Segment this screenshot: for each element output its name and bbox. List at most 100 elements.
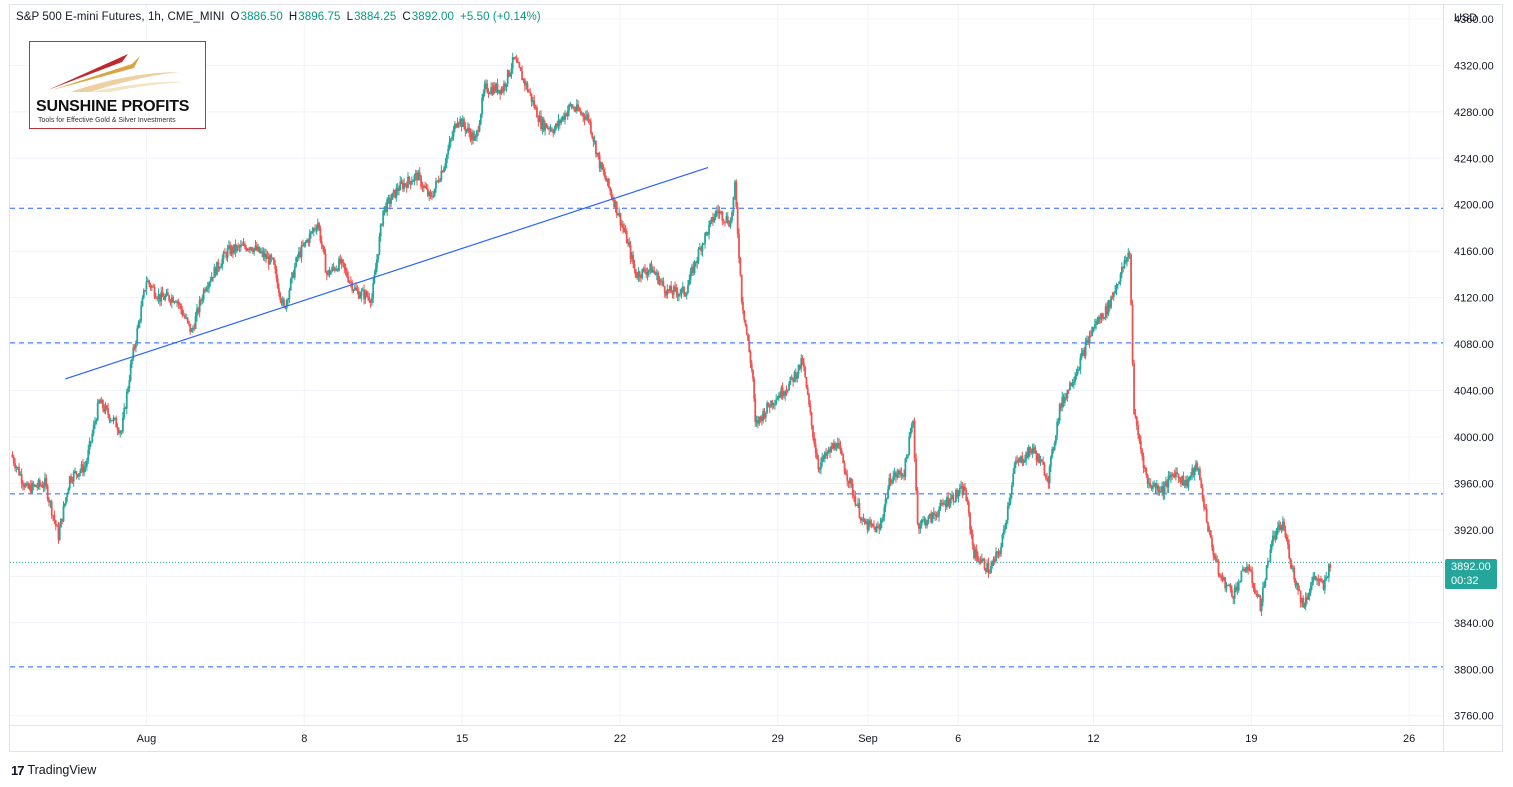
candle-body [32, 483, 35, 486]
candle-body [217, 261, 220, 269]
candle-body [413, 175, 416, 181]
candle-body [818, 468, 821, 470]
candle-body [1063, 397, 1066, 403]
candle-body [1086, 339, 1088, 343]
candle-body [654, 272, 657, 275]
candle-body [404, 183, 407, 185]
candle-body [398, 190, 400, 192]
candle-body [825, 452, 828, 456]
candle-body [310, 231, 312, 234]
candle-body [748, 340, 751, 352]
candle-body [187, 321, 190, 324]
candle-body [170, 297, 173, 303]
candle-body [596, 152, 599, 155]
candle-body [685, 292, 688, 296]
candle-body [614, 201, 617, 208]
candle-body [384, 206, 387, 212]
candle-body [65, 497, 67, 504]
candle-body [1245, 566, 1248, 572]
candle-body [1265, 565, 1268, 581]
tradingview-label: TradingView [27, 763, 97, 777]
candle-body [296, 256, 299, 258]
candle-body [361, 289, 364, 292]
candle-body [651, 270, 654, 273]
candle-body [1133, 363, 1135, 415]
candle-body [278, 288, 280, 293]
candle-body [597, 152, 600, 156]
candle-body [530, 93, 533, 102]
y-tick-label: 3960.00 [1454, 478, 1494, 490]
candle-body [20, 474, 23, 483]
candle-body [308, 233, 311, 243]
candle-body [816, 453, 818, 460]
candle-body [323, 247, 326, 254]
candle-body [339, 258, 342, 264]
trendline[interactable] [65, 167, 709, 380]
candle-body [892, 476, 895, 483]
change-value: +5.50 (+0.14%) [460, 11, 541, 23]
candle-body [1119, 273, 1122, 282]
candle-body [190, 329, 193, 333]
candle-body [470, 132, 473, 140]
candle-body [1228, 584, 1231, 586]
candle-body [564, 113, 566, 120]
candle-body [553, 129, 556, 134]
candle-body [332, 266, 335, 269]
candle-body [1200, 480, 1203, 488]
candle-body [969, 513, 972, 530]
candle-body [351, 282, 354, 291]
candle-body [1321, 581, 1324, 583]
candle-body [181, 309, 184, 316]
candle-body [1145, 468, 1148, 475]
candle-body [496, 83, 499, 93]
candle-body [1193, 467, 1196, 475]
tradingview-brand[interactable]: 17 TradingView [11, 762, 96, 778]
candle-body [288, 290, 291, 300]
candle-body [448, 141, 451, 150]
y-tick-label: 4000.00 [1454, 432, 1494, 444]
candle-body [1164, 481, 1167, 486]
candle-body [956, 489, 959, 497]
candle-body [879, 522, 882, 530]
candle-body [1233, 587, 1236, 599]
candle-body [371, 297, 373, 303]
candle-body [149, 284, 152, 288]
candle-body [481, 97, 483, 115]
candle-body [390, 199, 392, 204]
candle-body [1056, 421, 1059, 436]
candle-body [755, 420, 758, 423]
candle-body [1055, 435, 1057, 444]
x-tick-label: Aug [137, 733, 157, 745]
candle-body [1006, 505, 1009, 520]
candle-body [49, 501, 52, 503]
candle-body [1161, 485, 1163, 491]
candle-body [445, 154, 448, 164]
candle-body [1252, 583, 1255, 589]
candle-body [222, 252, 225, 259]
candle-body [83, 467, 86, 473]
candle-body [464, 126, 467, 132]
candle-body [437, 180, 440, 182]
candle-body [552, 131, 555, 134]
candle-body [485, 83, 487, 85]
candle-body [1027, 446, 1030, 458]
candle-body [1035, 453, 1038, 462]
candle-body [1220, 575, 1223, 578]
candle-body [918, 523, 920, 529]
candle-body [550, 128, 553, 132]
symbol-name[interactable]: S&P 500 E-mini Futures, 1h, CME_MINI [16, 11, 225, 23]
candle-body [1243, 568, 1246, 571]
candle-body [863, 518, 866, 525]
candle-body [249, 247, 252, 250]
candle-body [473, 136, 476, 141]
candle-body [1232, 596, 1235, 599]
candle-body [947, 497, 950, 506]
candle-body [105, 405, 108, 409]
candle-body [1031, 448, 1034, 453]
candle-body [340, 259, 343, 264]
candle-body [455, 123, 458, 128]
candle-body [503, 83, 505, 92]
candle-body [131, 359, 133, 364]
candle-body [717, 210, 720, 214]
